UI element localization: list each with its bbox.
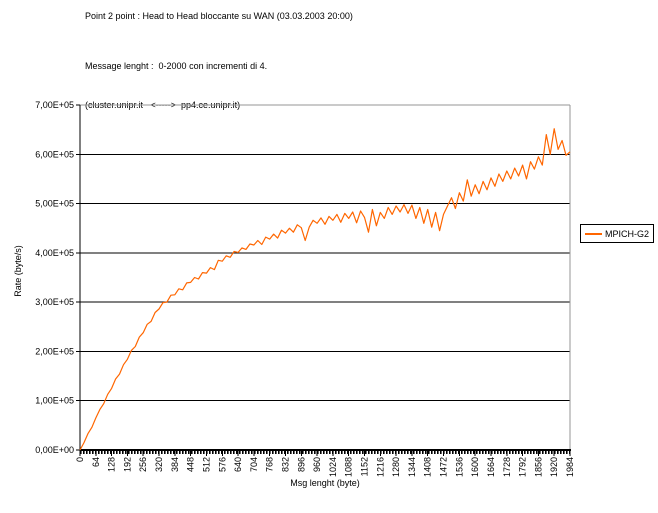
x-axis-tick-label: 128	[107, 457, 117, 472]
x-axis-tick-label: 1856	[533, 457, 543, 477]
y-axis-tick-label: 1,00E+05	[35, 396, 74, 406]
x-axis-tick-label: 576	[217, 457, 227, 472]
y-axis-tick-label: 3,00E+05	[35, 297, 74, 307]
x-axis-tick-label: 960	[312, 457, 322, 472]
x-axis-tick-label: 1344	[407, 457, 417, 477]
legend-label: MPICH-G2	[605, 228, 650, 239]
x-axis-tick-label: 1536	[454, 457, 464, 477]
y-axis-title: Rate (byte/s)	[13, 245, 23, 297]
x-axis-tick-label: 512	[201, 457, 211, 472]
x-axis-tick-label: 1280	[391, 457, 401, 477]
legend-line-sample	[585, 232, 602, 235]
x-axis-line	[80, 449, 571, 451]
x-axis-tick-label: 1792	[518, 457, 528, 477]
x-axis-tick-label: 1088	[344, 457, 354, 477]
x-axis-tick-label: 1920	[549, 457, 559, 477]
x-axis-tick-label: 64	[91, 457, 101, 467]
x-axis-tick-label: 1984	[565, 457, 575, 477]
x-axis-tick-label: 1408	[423, 457, 433, 477]
x-axis-tick-label: 1664	[486, 457, 496, 477]
x-axis-tick-label: 1472	[439, 457, 449, 477]
x-axis-tick-label: 448	[186, 457, 196, 472]
y-axis-tick-label: 2,00E+05	[35, 346, 74, 356]
chart-title: Point 2 point : Head to Head bloccante s…	[85, 11, 353, 21]
x-axis-tick-label: 384	[170, 457, 180, 472]
x-axis-tick-label: 320	[154, 457, 164, 472]
x-axis-tick-label: 640	[233, 457, 243, 472]
x-axis-tick-label: 1728	[502, 457, 512, 477]
x-axis-tick-label: 704	[249, 457, 259, 472]
x-axis-tick-label: 768	[265, 457, 275, 472]
x-axis-tick-label: 256	[138, 457, 148, 472]
x-axis-tick-label: 1152	[360, 457, 370, 476]
subtitle-line-1: Message lenght : 0-2000 con incrementi d…	[85, 61, 268, 71]
y-axis-tick-label: 5,00E+05	[35, 199, 74, 209]
y-axis-tick-label: 7,00E+05	[35, 100, 74, 110]
x-axis-tick-label: 1216	[375, 457, 385, 477]
y-axis-tick-label: 0,00E+00	[35, 445, 74, 455]
x-axis-tick-label: 0	[75, 457, 85, 462]
y-axis-tick-label: 6,00E+05	[35, 149, 74, 159]
x-axis-title: Msg lenght (byte)	[290, 478, 360, 488]
x-axis-tick-label: 1024	[328, 457, 338, 477]
x-axis-tick-label: 192	[122, 457, 132, 472]
x-axis-tick-label: 1600	[470, 457, 480, 477]
legend: MPICH-G2	[580, 224, 654, 243]
x-axis-tick-label: 832	[280, 457, 290, 472]
y-axis-tick-label: 4,00E+05	[35, 248, 74, 258]
series-line-mpich-g2	[79, 128, 571, 451]
x-axis-tick-label: 896	[296, 457, 306, 472]
